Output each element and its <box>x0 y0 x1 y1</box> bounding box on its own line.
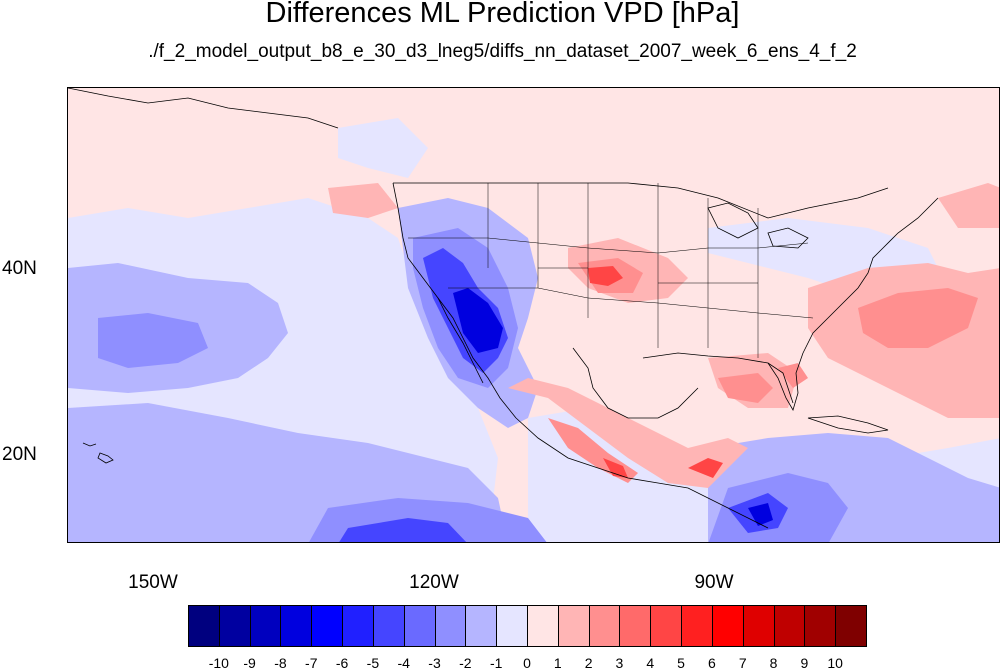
colorbar-swatch <box>711 605 744 647</box>
colorbar-tick-label: -10 <box>208 655 229 671</box>
colorbar-swatch <box>465 605 498 647</box>
colorbar-swatch <box>619 605 652 647</box>
lat-label-40n: 40N <box>2 258 37 279</box>
lon-label-120w: 120W <box>409 572 459 593</box>
colorbar-swatch <box>650 605 683 647</box>
colorbar-swatch <box>835 605 867 647</box>
map-subtitle: ./f_2_model_output_b8_e_30_d3_lneg5/diff… <box>148 41 857 62</box>
colorbar-tick-label: 0 <box>523 655 531 671</box>
colorbar-swatch <box>804 605 837 647</box>
colorbar-tick-label: -2 <box>459 655 472 671</box>
colorbar-swatch <box>280 605 313 647</box>
colorbar-swatch <box>496 605 528 647</box>
colorbar-swatch <box>249 605 282 647</box>
state-boundaries <box>408 183 814 358</box>
colorbar-tick-label: -1 <box>489 655 503 671</box>
colorbar-tick-label: 3 <box>615 655 624 671</box>
colorbar-swatch <box>434 605 467 647</box>
colorbar-tick-label: 6 <box>708 655 716 671</box>
colorbar-swatch <box>681 605 713 647</box>
lon-label-150w: 150W <box>128 572 178 593</box>
colorbar-tick-label: 9 <box>800 655 809 671</box>
colorbar-swatch <box>742 605 775 647</box>
field-strong-red-regions <box>588 266 723 478</box>
colorbar-tick-label: 4 <box>646 655 655 671</box>
colorbar-swatch <box>311 605 344 647</box>
colorbar-swatch <box>218 605 251 647</box>
colorbar-tick-label: 8 <box>769 655 778 671</box>
colorbar <box>188 605 867 647</box>
colorbar-tick-label: 7 <box>738 655 747 671</box>
colorbar-tick-label: -9 <box>243 655 256 671</box>
colorbar-swatch <box>588 605 621 647</box>
colorbar-swatch <box>342 605 374 647</box>
lat-label-20n: 20N <box>2 444 37 465</box>
colorbar-swatch <box>773 605 806 647</box>
colorbar-tick-label: 5 <box>677 655 685 671</box>
map-plot-area <box>67 87 1000 543</box>
colorbar-tick-label: 10 <box>827 655 843 671</box>
colorbar-swatch <box>372 605 405 647</box>
colorbar-tick-label: -5 <box>366 655 380 671</box>
map-title: Differences ML Prediction VPD [hPa] <box>265 0 740 29</box>
colorbar-tick-label: -8 <box>274 655 287 671</box>
colorbar-tick-label: -7 <box>305 655 318 671</box>
coastline-boundaries <box>68 88 939 529</box>
lon-label-90w: 90W <box>694 572 734 593</box>
colorbar-swatch <box>403 605 436 647</box>
colorbar-tick-label: -3 <box>428 655 441 671</box>
colorbar-swatch <box>557 605 590 647</box>
colorbar-tick-label: -6 <box>335 655 349 671</box>
field-dark-blue-regions <box>453 288 773 526</box>
colorbar-swatch <box>188 605 220 647</box>
colorbar-swatch <box>527 605 559 647</box>
colorbar-tick-label: 2 <box>584 655 593 671</box>
vpd-difference-field <box>68 88 999 542</box>
colorbar-tick-label: 1 <box>553 655 562 671</box>
colorbar-tick-label: -4 <box>397 655 410 671</box>
